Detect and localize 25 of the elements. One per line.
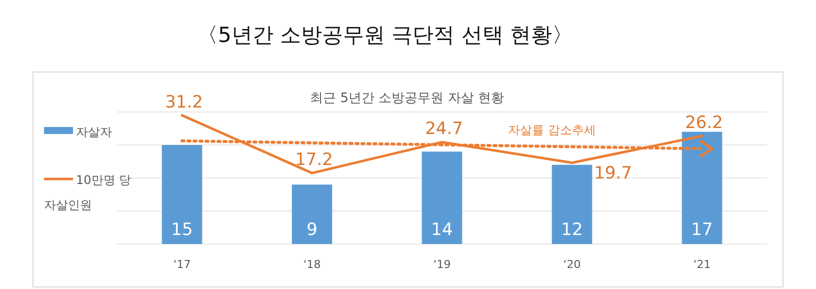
data-label: 24.7 xyxy=(425,119,463,140)
bar xyxy=(162,145,202,244)
data-label: 9 xyxy=(306,220,318,240)
bar xyxy=(422,152,462,244)
data-label: 14 xyxy=(431,220,453,240)
bar xyxy=(682,132,722,244)
x-tick-label: ‘17 xyxy=(173,258,191,271)
data-label: 26.2 xyxy=(685,112,723,133)
data-label: 15 xyxy=(171,220,193,240)
x-tick-label: ‘18 xyxy=(303,258,321,271)
x-tick-label: ‘21 xyxy=(693,258,711,271)
bar xyxy=(292,184,332,244)
annotation: 자살률 감소추세 xyxy=(508,123,596,137)
chart-title: 〈5년간 소방공무원 극단적 선택 현황〉 xyxy=(196,23,574,47)
data-label: 19.7 xyxy=(594,164,632,184)
chart-subtitle: 최근 5년간 소방공무원 자살 현황 xyxy=(310,91,504,106)
data-label: 17 xyxy=(691,220,713,240)
bar xyxy=(552,164,592,244)
data-label: 12 xyxy=(561,220,583,240)
legend-label: 10만명 당 자살인원 xyxy=(44,173,132,212)
data-label: 31.2 xyxy=(165,92,203,112)
legend-label: 자살자 xyxy=(76,125,112,139)
x-tick-label: ‘19 xyxy=(433,258,451,271)
data-label: 17.2 xyxy=(295,150,333,170)
x-tick-label: ‘20 xyxy=(563,258,581,271)
